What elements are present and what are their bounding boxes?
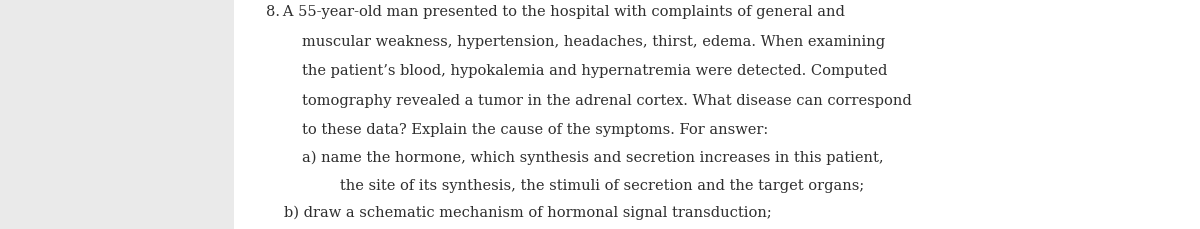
Text: the patient’s blood, hypokalemia and hypernatremia were detected. Computed: the patient’s blood, hypokalemia and hyp…: [302, 64, 888, 78]
Text: to these data? Explain the cause of the symptoms. For answer:: to these data? Explain the cause of the …: [302, 123, 769, 137]
FancyBboxPatch shape: [234, 0, 1200, 229]
Text: 8. A 55-year-old man presented to the hospital with complaints of general and: 8. A 55-year-old man presented to the ho…: [266, 5, 845, 19]
Text: a) name the hormone, which synthesis and secretion increases in this patient,: a) name the hormone, which synthesis and…: [302, 150, 884, 165]
Text: b) draw a schematic mechanism of hormonal signal transduction;: b) draw a schematic mechanism of hormona…: [284, 206, 772, 220]
Text: muscular weakness, hypertension, headaches, thirst, edema. When examining: muscular weakness, hypertension, headach…: [302, 35, 886, 49]
Text: tomography revealed a tumor in the adrenal cortex. What disease can correspond: tomography revealed a tumor in the adren…: [302, 94, 912, 108]
Text: the site of its synthesis, the stimuli of secretion and the target organs;: the site of its synthesis, the stimuli o…: [326, 179, 865, 193]
